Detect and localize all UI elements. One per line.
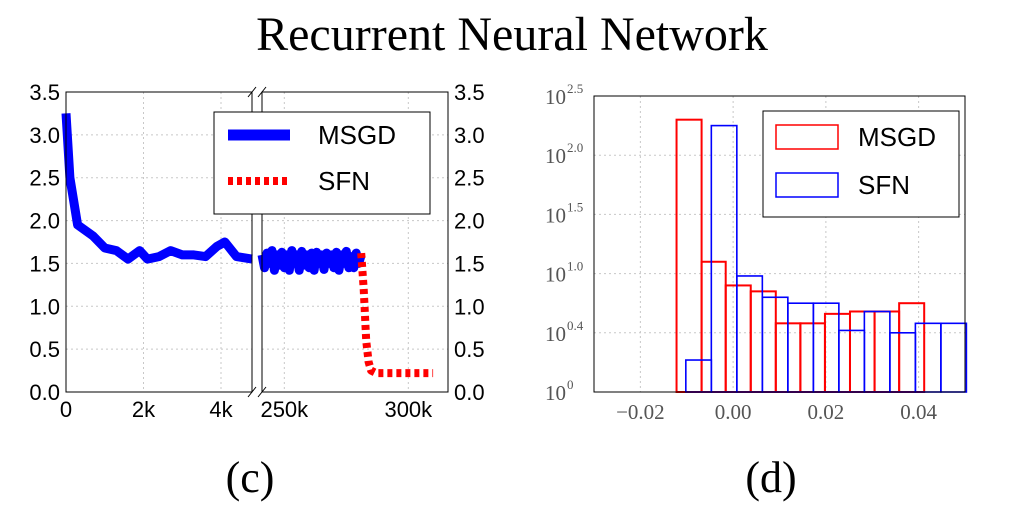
c-xtick-label: 2k bbox=[132, 397, 156, 422]
d-ytick-exponent: 1.5 bbox=[567, 199, 583, 214]
c-legend-label: SFN bbox=[318, 166, 370, 196]
c-legend-box bbox=[213, 111, 431, 215]
d-ytick-base: 10 bbox=[545, 263, 566, 287]
d-histogram-bar-sfn bbox=[736, 275, 764, 393]
d-ytick-exponent: 2.5 bbox=[567, 81, 583, 96]
c-axis-break-mark bbox=[247, 386, 257, 398]
d-legend-label: MSGD bbox=[858, 122, 936, 152]
d-ytick-base: 10 bbox=[545, 85, 566, 109]
d-legend-box bbox=[762, 110, 960, 218]
d-xtick-label: 0.00 bbox=[715, 400, 752, 424]
panel-c-chart: 0.0 0.0 0.5 0.5 1.0 1.0 1.5 1.5 2.0 2.0 2.5 2.5 3.0 3… bbox=[29, 80, 484, 422]
c-ytick-label-right: 1.5 bbox=[454, 251, 485, 276]
c-ytick-label-right: 1.0 bbox=[454, 294, 485, 319]
c-ytick-label-right: 2.5 bbox=[454, 166, 485, 191]
d-histogram-bar-sfn bbox=[914, 322, 942, 393]
panel-d-chart: 10 010 0.410 1.010 1.510 2.010 2.5−0.02 0.00 0.0… bbox=[545, 81, 968, 424]
c-xtick-label: 0 bbox=[60, 397, 72, 422]
c-ytick-label-left: 0.5 bbox=[29, 337, 60, 362]
c-axis-break-mark bbox=[247, 86, 257, 98]
c-ytick-label-right: 0.0 bbox=[454, 380, 485, 405]
d-legend-label: SFN bbox=[858, 170, 910, 200]
d-ytick-base: 10 bbox=[545, 322, 566, 346]
c-xtick-label: 4k bbox=[209, 397, 233, 422]
panel-c-caption: (c) bbox=[226, 453, 275, 502]
c-ytick-label-left: 3.0 bbox=[29, 123, 60, 148]
c-ytick-label-left: 3.5 bbox=[29, 80, 60, 105]
d-xtick-label: 0.04 bbox=[900, 400, 937, 424]
c-series-line-sfn bbox=[357, 252, 434, 378]
d-ytick-base: 10 bbox=[545, 144, 566, 168]
d-histogram-bar-msgd bbox=[749, 290, 777, 393]
d-legend-swatch-sfn bbox=[775, 172, 839, 198]
c-ytick-label-right: 3.0 bbox=[454, 123, 485, 148]
d-xtick-label: 0.02 bbox=[808, 400, 845, 424]
c-ytick-label-left: 1.5 bbox=[29, 251, 60, 276]
d-ytick-exponent: 0.4 bbox=[567, 318, 584, 333]
panel-d-caption: (d) bbox=[745, 453, 796, 502]
d-histogram-bar-msgd bbox=[724, 284, 752, 393]
d-histogram-bar-sfn bbox=[863, 310, 891, 393]
c-legend-label: MSGD bbox=[318, 120, 396, 150]
d-ytick-exponent: 2.0 bbox=[567, 140, 583, 155]
d-histogram-bar-sfn bbox=[838, 329, 866, 393]
d-ytick-base: 10 bbox=[545, 381, 566, 405]
d-histogram-bar-msgd bbox=[823, 312, 851, 393]
d-ytick-exponent: 1.0 bbox=[567, 259, 583, 274]
c-axes-left-frame bbox=[65, 91, 253, 393]
figure-title: Recurrent Neural Network bbox=[256, 8, 768, 61]
c-series-line-msgd bbox=[61, 113, 253, 264]
d-histogram-bar-sfn bbox=[685, 359, 713, 393]
c-axis-break-mark bbox=[257, 386, 267, 398]
d-legend-swatch-msgd bbox=[775, 124, 839, 150]
c-axes-right-frame bbox=[261, 91, 449, 393]
c-ytick-label-right: 2.0 bbox=[454, 209, 485, 234]
c-xtick-label: 250k bbox=[260, 397, 309, 422]
d-histogram-bar-sfn bbox=[940, 322, 968, 393]
c-xtick-label: 300k bbox=[384, 397, 433, 422]
d-ytick-exponent: 0 bbox=[567, 377, 574, 392]
d-histogram-bar-msgd bbox=[675, 118, 703, 394]
d-axes-frame bbox=[593, 95, 966, 393]
d-xtick-label: −0.02 bbox=[616, 400, 665, 424]
d-ytick-base: 10 bbox=[545, 203, 566, 227]
c-axis-break-mark bbox=[257, 86, 267, 98]
c-ytick-label-left: 2.0 bbox=[29, 209, 60, 234]
d-histogram-bar-msgd bbox=[848, 310, 876, 394]
d-histogram-bar-msgd bbox=[873, 310, 901, 394]
c-ytick-label-left: 1.0 bbox=[29, 294, 60, 319]
d-histogram-bar-sfn bbox=[889, 331, 917, 393]
d-histogram-bar-msgd bbox=[898, 302, 926, 394]
c-series-line-msgd bbox=[257, 246, 366, 275]
c-ytick-label-left: 0.0 bbox=[29, 380, 60, 405]
c-ytick-label-right: 3.5 bbox=[454, 80, 485, 105]
c-ytick-label-right: 0.5 bbox=[454, 337, 485, 362]
c-ytick-label-left: 2.5 bbox=[29, 166, 60, 191]
d-histogram-bar-msgd bbox=[700, 260, 727, 394]
